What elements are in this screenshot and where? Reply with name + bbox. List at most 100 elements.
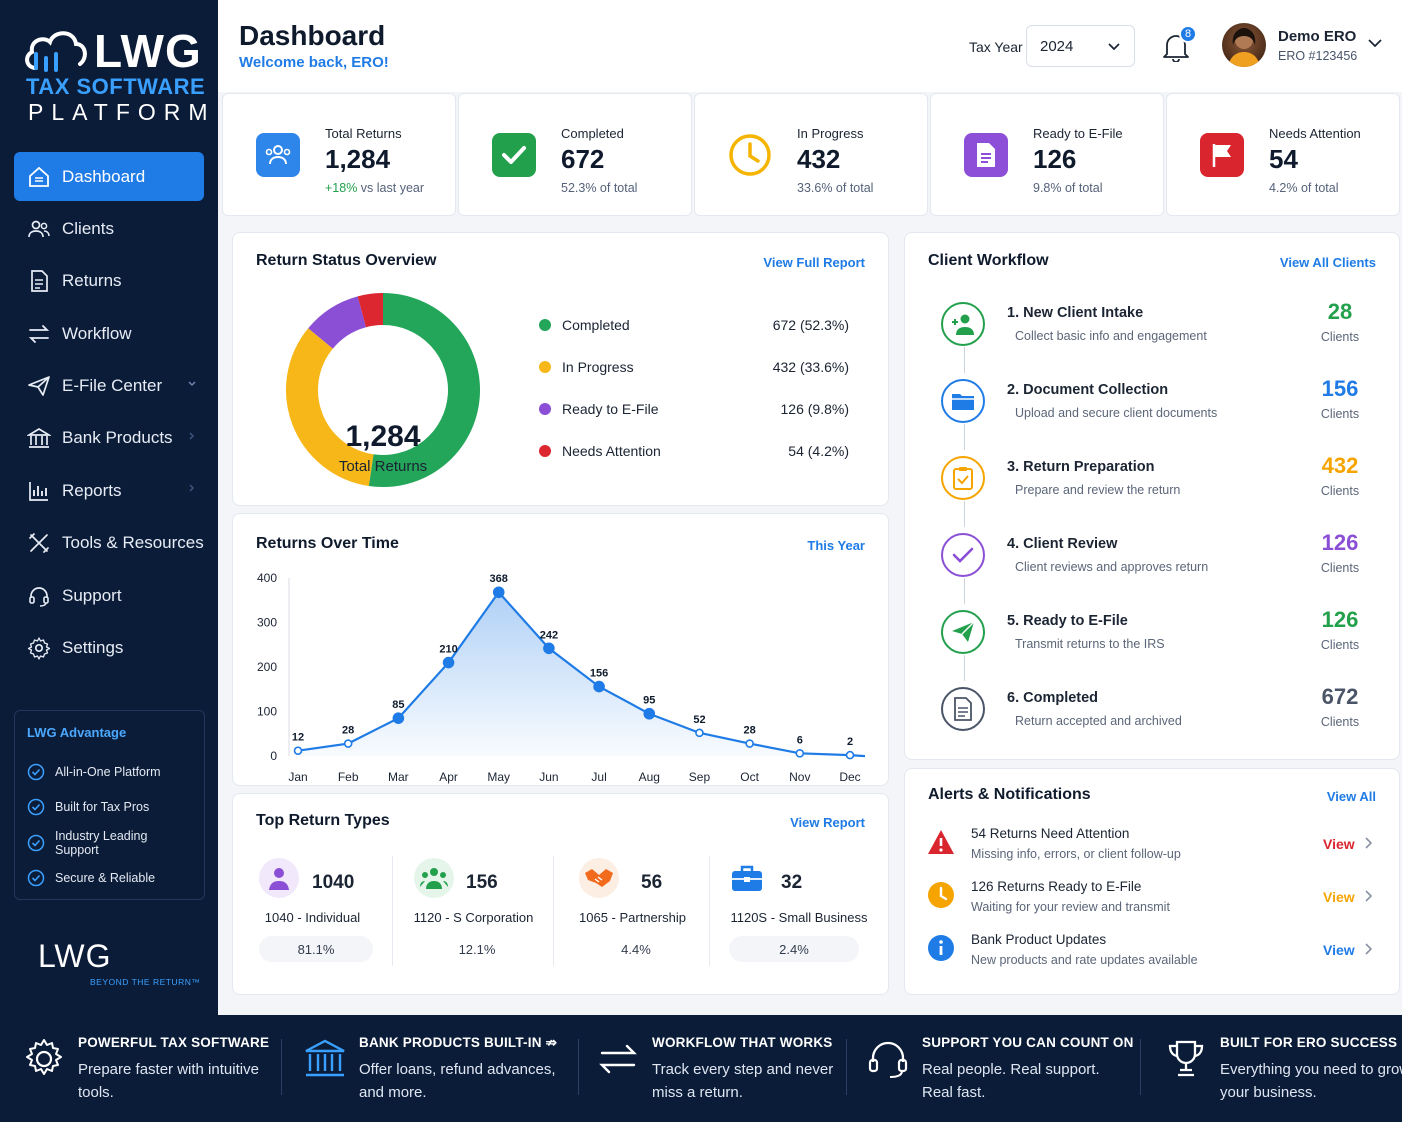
return-type-1040[interactable]: 1040 1040 - Individual 81.1% (235, 856, 390, 976)
headset-icon (26, 583, 52, 609)
add-user-icon (941, 302, 985, 346)
check-circle-icon (27, 834, 45, 851)
divider (553, 856, 554, 966)
data-point[interactable] (492, 586, 505, 599)
sidebar-item-returns[interactable]: Returns (14, 257, 204, 306)
divider (392, 856, 393, 966)
workflow-step-ready-efile[interactable]: 5. Ready to E-File Transmit returns to t… (927, 607, 1377, 674)
chevron-down-icon (188, 381, 196, 386)
stat-card-total-returns[interactable]: Total Returns 1,284 +18% vs last year (222, 93, 456, 216)
y-tick-label: 100 (257, 705, 277, 719)
sidebar-item-workflow[interactable]: Workflow (14, 309, 204, 358)
handshake-icon (579, 858, 619, 898)
alert-title: 54 Returns Need Attention (971, 826, 1130, 841)
stat-card-completed[interactable]: Completed 672 52.3% of total (458, 93, 692, 216)
feature-title: BUILT FOR ERO SUCCESS (1220, 1035, 1398, 1050)
y-tick-label: 200 (257, 660, 277, 674)
alert-view-link[interactable]: View (1323, 889, 1355, 905)
workflow-step-intake[interactable]: 1. New Client Intake Collect basic info … (927, 299, 1377, 366)
sidebar-item-tools[interactable]: Tools & Resources (14, 519, 204, 568)
stat-sub: 52.3% of total (561, 181, 638, 195)
sidebar-item-label: Dashboard (62, 166, 146, 186)
workflow-step-documents[interactable]: 2. Document Collection Upload and secure… (927, 376, 1377, 443)
send-icon (941, 610, 985, 654)
data-point[interactable] (643, 707, 656, 720)
x-tick-label: May (487, 770, 510, 784)
view-all-alerts-link[interactable]: View All (1326, 789, 1376, 804)
legend-label: Needs Attention (562, 443, 661, 459)
data-point[interactable] (745, 739, 754, 748)
donut-slice-in-progress[interactable] (286, 328, 375, 486)
sidebar-item-support[interactable]: Support (14, 571, 204, 620)
this-year-filter[interactable]: This Year (807, 538, 865, 553)
feature-title: SUPPORT YOU CAN COUNT ON (922, 1035, 1134, 1050)
data-point[interactable] (593, 680, 605, 693)
return-status-panel: Return Status Overview View Full Report … (232, 232, 889, 506)
workflow-step-desc: Transmit returns to the IRS (1015, 637, 1165, 651)
advantage-label: Secure & Reliable (55, 871, 156, 886)
brand-logo[interactable]: LWG TAX SOFTWARE PLATFORM (22, 22, 208, 132)
alert-view-link[interactable]: View (1323, 836, 1355, 852)
return-type-1065[interactable]: 56 1065 - Partnership 4.4% (555, 856, 710, 976)
area-fill (298, 592, 850, 756)
workflow-step-review[interactable]: 4. Client Review Client reviews and appr… (927, 530, 1377, 597)
data-point[interactable] (343, 739, 353, 748)
workflow-step-preparation[interactable]: 3. Return Preparation Prepare and review… (927, 453, 1377, 520)
sidebar-item-dashboard[interactable]: Dashboard (14, 152, 204, 201)
data-point[interactable] (795, 749, 805, 758)
y-tick-label: 0 (270, 749, 277, 763)
cloud-icon (25, 31, 87, 72)
data-point[interactable] (442, 656, 455, 669)
workflow-step-desc: Client reviews and approves return (1015, 560, 1209, 574)
stat-card-ready-to-efile[interactable]: Ready to E-File 126 9.8% of total (930, 93, 1164, 216)
data-point[interactable] (543, 642, 555, 655)
view-all-clients-link[interactable]: View All Clients (1279, 255, 1376, 270)
return-type-percent: 2.4% (729, 936, 859, 962)
panel-title: Return Status Overview (256, 252, 437, 269)
check-circle-icon (27, 870, 45, 887)
stat-value: 672 (561, 144, 605, 174)
sidebar-item-settings[interactable]: Settings (14, 624, 204, 673)
sidebar-item-label: Tools & Resources (62, 533, 204, 553)
sidebar-item-label: E-File Center (62, 376, 163, 396)
view-report-link[interactable]: View Report (790, 815, 865, 830)
users-icon (256, 133, 300, 177)
bank-icon (305, 1039, 345, 1077)
top-return-types-panel: Top Return Types View Report 1040 1040 -… (232, 793, 889, 995)
y-tick-label: 400 (257, 571, 277, 585)
stat-cards: Total Returns 1,284 +18% vs last year Co… (222, 93, 1402, 216)
bottom-brand-name: LWG (38, 938, 112, 974)
alert-view-link[interactable]: View (1323, 942, 1355, 958)
data-point[interactable] (845, 750, 855, 760)
sidebar-item-reports[interactable]: Reports (14, 466, 204, 515)
alert-item[interactable]: 54 Returns Need Attention Missing info, … (927, 826, 1379, 872)
tax-year-select[interactable]: 2024 (1026, 25, 1135, 67)
alert-item[interactable]: 126 Returns Ready to E-File Waiting for … (927, 879, 1379, 925)
stat-card-needs-attention[interactable]: Needs Attention 54 4.2% of total (1166, 93, 1400, 216)
client-workflow-panel: Client Workflow View All Clients 1. New … (904, 232, 1400, 760)
advantage-box: LWG Advantage All-in-One Platform Built … (14, 710, 205, 900)
sidebar-item-efile-center[interactable]: E-File Center (14, 362, 204, 411)
data-point[interactable] (392, 712, 405, 724)
alert-desc: Missing info, errors, or client follow-u… (971, 847, 1181, 861)
return-type-1120s[interactable]: 32 1120S - Small Business 2.4% (719, 856, 879, 976)
sidebar-item-bank-products[interactable]: Bank Products (14, 414, 204, 463)
donut-slice-completed[interactable] (368, 293, 480, 487)
return-type-1120[interactable]: 156 1120 - S Corporation 12.1% (396, 856, 551, 976)
donut-slice-ready-to-efile[interactable] (308, 296, 367, 350)
workflow-step-completed[interactable]: 6. Completed Return accepted and archive… (927, 684, 1377, 751)
workflow-step-unit: Clients (1320, 407, 1360, 421)
data-point[interactable] (695, 728, 704, 738)
alert-item[interactable]: Bank Product Updates New products and ra… (927, 932, 1379, 978)
stat-card-in-progress[interactable]: In Progress 432 33.6% of total (694, 93, 928, 216)
sidebar-item-clients[interactable]: Clients (14, 204, 204, 253)
chevron-down-icon[interactable] (1368, 38, 1382, 48)
data-point[interactable] (293, 746, 303, 755)
x-tick-label: Oct (740, 770, 759, 784)
view-full-report-link[interactable]: View Full Report (763, 255, 865, 270)
feature-desc: Track every step and never miss a return… (652, 1061, 834, 1101)
donut-slice-needs-attention[interactable] (357, 293, 384, 328)
workflow-connector (964, 424, 965, 450)
feature-title: POWERFUL TAX SOFTWARE (78, 1035, 270, 1050)
avatar[interactable] (1222, 23, 1266, 67)
